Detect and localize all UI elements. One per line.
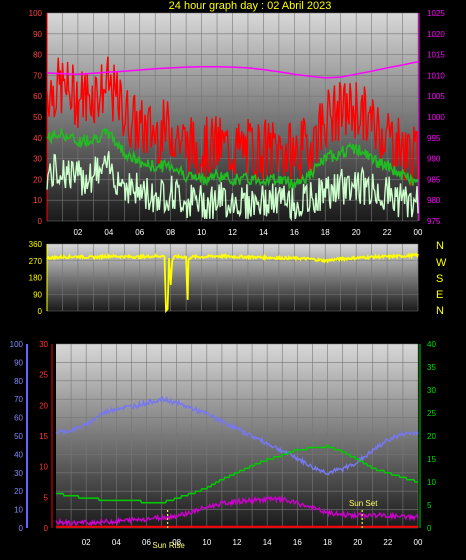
y-outer-tick-label: 60: [14, 414, 23, 423]
y-tick-label: 90: [33, 30, 42, 39]
y-tick-label: 50: [33, 113, 42, 122]
cardinal-label: W: [436, 257, 447, 269]
chart-title: 24 hour graph day : 02 Abril 2023: [169, 0, 332, 12]
y-outer-tick-label: 30: [14, 469, 23, 478]
y-right-tick-label: 1025: [427, 9, 445, 18]
x-tick-label: 18: [321, 228, 330, 237]
y-right-tick-label: 35: [427, 363, 436, 372]
wind-max-line: [46, 56, 419, 187]
y-outer-tick-label: 100: [10, 340, 24, 349]
cardinal-label: S: [436, 273, 444, 285]
y-right-tick-label: 980: [427, 196, 441, 205]
sunrise-label: Sun Rise: [152, 541, 185, 550]
wind-direction-line: [46, 252, 419, 314]
x-tick-label: 16: [293, 538, 302, 547]
cardinal-label: N: [436, 240, 444, 252]
x-tick-label: 20: [353, 538, 362, 547]
y-tick-label: 360: [29, 240, 43, 249]
wind-direction-panel: 0 90 180 270 360: [29, 240, 419, 316]
pressure-line: [46, 60, 419, 79]
y-right-tick-label: 40: [427, 340, 436, 349]
y-right-tick-label: 1005: [427, 92, 445, 101]
y-right-tick-label: 995: [427, 134, 441, 143]
x-tick-label: 14: [263, 538, 272, 547]
y-inner-tick-label: 5: [44, 493, 49, 502]
y-outer-tick-label: 80: [14, 377, 23, 386]
y-outer-tick-label: 0: [19, 524, 24, 533]
x-tick-label: 04: [104, 228, 113, 237]
x-tick-label: 08: [172, 538, 181, 547]
cardinal-label: N: [436, 305, 444, 317]
y-tick-label: 90: [33, 290, 42, 299]
x-tick-label: 02: [82, 538, 91, 547]
x-tick-label: 08: [166, 228, 175, 237]
y-tick-label: 80: [33, 51, 42, 60]
y-outer-tick-label: 40: [14, 450, 23, 459]
y-right-tick-label: 5: [427, 501, 432, 510]
y-tick-label: 30: [33, 155, 42, 164]
y-right-tick-label: 985: [427, 175, 441, 184]
y-inner-tick-label: 15: [39, 432, 48, 441]
x-tick-label: 04: [112, 538, 121, 547]
x-tick-label: 02: [73, 228, 82, 237]
y-outer-tick-label: 20: [14, 487, 23, 496]
x-tick-label: 16: [290, 228, 299, 237]
x-tick-label: 22: [383, 228, 392, 237]
y-right-tick-label: 1020: [427, 30, 445, 39]
dew-line: [55, 495, 419, 528]
y-right-tick-label: 990: [427, 155, 441, 164]
y-tick-label: 20: [33, 175, 42, 184]
y-right-tick-label: 1010: [427, 71, 445, 80]
y-inner-tick-label: 30: [39, 340, 48, 349]
x-tick-label: 10: [197, 228, 206, 237]
y-inner-tick-label: 10: [39, 463, 48, 472]
y-right-tick-label: 30: [427, 386, 436, 395]
wind-pressure-panel: 0102030405060708090100975980985990995100…: [29, 9, 446, 237]
x-tick-label: 06: [135, 228, 144, 237]
temperature-line: [55, 395, 419, 476]
y-tick-label: 270: [29, 257, 43, 266]
y-tick-label: 60: [33, 92, 42, 101]
y-right-tick-label: 20: [427, 432, 436, 441]
y-outer-tick-label: 10: [14, 506, 23, 515]
y-outer-tick-label: 50: [14, 432, 23, 441]
y-outer-tick-label: 90: [14, 358, 23, 367]
y-tick-label: 100: [29, 9, 43, 18]
x-tick-label: 12: [228, 228, 237, 237]
y-right-tick-label: 10: [427, 478, 436, 487]
x-tick-label: 14: [259, 228, 268, 237]
y-tick-label: 0: [38, 307, 43, 316]
x-tick-label: 10: [202, 538, 211, 547]
x-tick-label: 20: [352, 228, 361, 237]
y-right-tick-label: 975: [427, 217, 441, 226]
y-tick-label: 40: [33, 134, 42, 143]
x-tick-label: 06: [142, 538, 151, 547]
y-outer-tick-label: 70: [14, 395, 23, 404]
temp-humidity-panel: 0102030405060708090100051015202530051015…: [10, 340, 437, 550]
y-right-tick-label: 15: [427, 455, 436, 464]
humidity-line: [56, 444, 418, 504]
x-tick-label: 00: [414, 228, 423, 237]
y-right-tick-label: 25: [427, 409, 436, 418]
y-right-tick-label: 0: [427, 524, 432, 533]
wind-avg-line: [46, 127, 419, 192]
y-right-tick-label: 1000: [427, 113, 445, 122]
x-tick-label: 18: [323, 538, 332, 547]
y-inner-tick-label: 20: [39, 401, 48, 410]
y-tick-label: 10: [33, 196, 42, 205]
y-right-tick-label: 1015: [427, 51, 445, 60]
x-tick-label: 22: [383, 538, 392, 547]
wind-low-line: [46, 151, 419, 222]
y-tick-label: 180: [29, 274, 43, 283]
x-tick-label: 00: [414, 538, 423, 547]
y-inner-tick-label: 0: [44, 524, 49, 533]
cardinal-label: E: [436, 289, 444, 301]
sunset-label: Sun Set: [349, 499, 378, 508]
y-tick-label: 0: [38, 217, 43, 226]
y-inner-tick-label: 25: [39, 371, 48, 380]
x-tick-label: 12: [233, 538, 242, 547]
y-tick-label: 70: [33, 71, 42, 80]
